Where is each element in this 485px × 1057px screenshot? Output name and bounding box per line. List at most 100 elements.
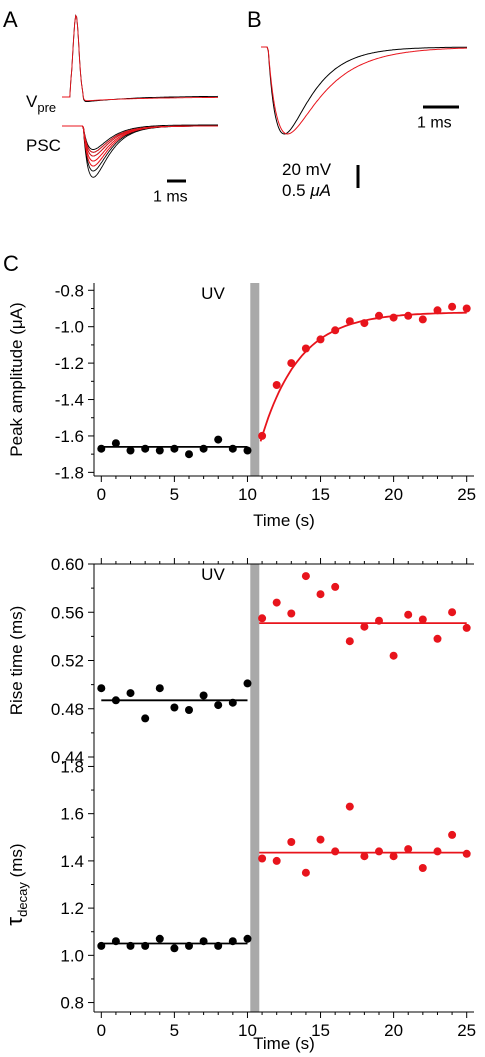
control-data-point <box>126 941 135 950</box>
uv-data-point <box>287 838 296 846</box>
uv-data-point <box>404 610 413 619</box>
x-tick-label: 5 <box>170 1021 179 1040</box>
uv-data-point <box>258 854 267 863</box>
uv-data-point <box>418 864 427 872</box>
x-tick-label: 20 <box>384 1021 403 1040</box>
uv-data-point <box>331 326 340 335</box>
uv-data-point <box>462 304 471 313</box>
tau-decay-chart: 0.8 1.0 1.2 1.4 1.6 1.8 0 5 10 15 20 25 Time (s) τdec… <box>2 757 476 1053</box>
panel-a-letter: A <box>3 7 18 32</box>
control-data-point <box>155 446 164 455</box>
y-tick-label: -0.8 <box>55 281 84 300</box>
uv-data-point <box>272 856 281 865</box>
uv-data-point <box>258 431 267 440</box>
control-data-point <box>199 691 208 700</box>
control-data-point <box>97 684 106 693</box>
y-tick-label: 1.6 <box>60 805 84 824</box>
uv-data-point <box>418 615 427 624</box>
control-data-point <box>170 444 179 453</box>
rise-time-chart: UV 0.44 0.48 0.52 0.56 0.60 Rise time (ms) <box>7 555 474 767</box>
uv-data-point <box>389 852 398 861</box>
control-data-point <box>97 444 106 453</box>
y-tick-label: 0.8 <box>60 994 84 1013</box>
control-data-point <box>111 696 120 705</box>
panel-b-traces <box>261 46 467 135</box>
uv-data-point <box>375 847 383 856</box>
y-tick-label: -1.0 <box>55 318 84 337</box>
uv-label: UV <box>201 565 225 584</box>
peak-amplitude-chart: UV -1.8 -1.6 -1.4 -1.2 -1.0 -0.8 0 5 10 15 20 25 Time… <box>7 281 476 530</box>
uv-data-point <box>258 614 267 623</box>
y-tick-label: -1.8 <box>55 463 84 482</box>
x-tick-label: 10 <box>238 1021 257 1040</box>
control-data-point <box>185 941 193 950</box>
y-tick-label: 1.2 <box>60 899 84 918</box>
uv-data-point <box>287 609 296 618</box>
uv-data-point <box>375 311 383 320</box>
control-data-point <box>243 934 252 943</box>
x-tick-label: 5 <box>170 485 179 504</box>
psc-label: PSC <box>26 136 61 155</box>
uv-data-point <box>331 582 340 591</box>
uv-data-point <box>345 317 354 326</box>
control-data-point <box>111 439 120 448</box>
control-data-point <box>111 937 120 946</box>
vpre-trace-uv <box>62 14 218 102</box>
uv-data-point <box>462 849 471 858</box>
control-data-point <box>155 684 164 693</box>
control-data-point <box>199 444 208 453</box>
psc-trace <box>62 125 218 178</box>
uv-data-point <box>433 634 442 643</box>
psc-trace <box>62 124 218 150</box>
psc-trace-uv <box>62 125 218 162</box>
y-tick-label: 0.56 <box>51 603 84 622</box>
uv-data-point <box>462 623 471 632</box>
uv-data-point <box>433 306 442 315</box>
uv-data-point <box>389 651 398 660</box>
uv-data-point <box>301 868 310 877</box>
x-tick-label: 0 <box>97 485 106 504</box>
x-tick-label: 0 <box>97 1021 106 1040</box>
control-data-point <box>155 934 164 943</box>
y-axis-title: τdecay (ms) <box>2 843 30 925</box>
panel-a: A Vpre PSC 1 ms <box>3 7 219 205</box>
control-data-point <box>199 937 208 946</box>
control-data-point <box>214 701 223 710</box>
y-axis-title: Peak amplitude (μA) <box>7 302 26 456</box>
uv-illumination-bar <box>250 564 260 757</box>
control-data-point <box>228 698 237 707</box>
x-axis-title: Time (s) <box>253 511 315 530</box>
uv-illumination-bar <box>250 757 260 1012</box>
x-axis-title: Time (s) <box>253 1034 315 1053</box>
y-tick-label: 1.0 <box>60 946 84 965</box>
x-tick-label: 15 <box>311 1021 330 1040</box>
control-data-point <box>243 446 252 455</box>
uv-data-point <box>272 598 281 607</box>
y-tick-label: 0.60 <box>51 555 84 574</box>
uv-data-point <box>433 847 442 856</box>
control-data-point <box>214 435 223 444</box>
control-data-point <box>141 714 150 723</box>
control-data-point <box>228 444 237 453</box>
control-data-point <box>185 450 193 459</box>
y-tick-label: -1.6 <box>55 427 84 446</box>
y-tick-label: 0.44 <box>51 748 84 767</box>
uv-data-point <box>360 852 369 861</box>
uv-label: UV <box>201 284 225 303</box>
control-data-point <box>170 944 179 953</box>
vpre-label: Vpre <box>26 92 56 115</box>
uv-fit-line <box>259 311 467 442</box>
y-tick-label: -1.2 <box>55 354 84 373</box>
uv-data-point <box>345 802 354 811</box>
control-data-point <box>126 446 135 455</box>
uv-data-point <box>389 313 398 322</box>
x-tick-label: 10 <box>238 485 257 504</box>
uv-data-point <box>418 315 427 324</box>
control-data-point <box>243 679 252 688</box>
scale-current-label: 0.5 μA <box>282 181 331 200</box>
uv-data-point <box>360 622 369 631</box>
uv-data-point <box>301 344 310 353</box>
x-tick-label: 25 <box>457 485 476 504</box>
uv-data-point <box>448 830 457 839</box>
